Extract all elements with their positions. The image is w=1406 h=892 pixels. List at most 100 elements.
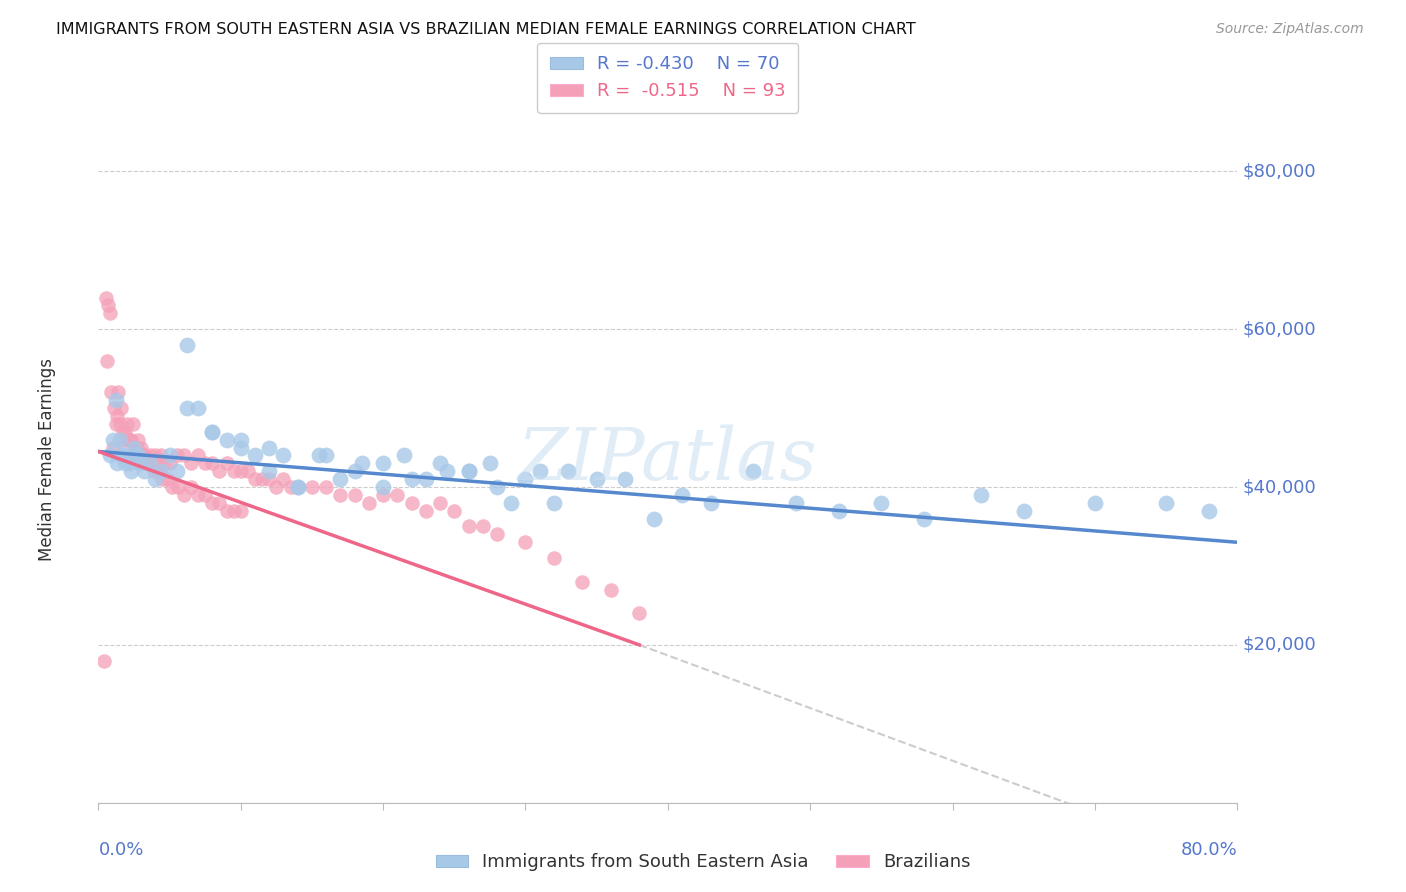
Point [98,449,121,463]
Point [112,449,135,463]
Point [108,417,131,431]
Point [98,306,121,320]
Point [103,401,125,415]
Point [222,464,245,478]
Point [132,449,155,463]
Point [194,456,217,470]
Point [215,504,238,518]
Point [436,464,458,478]
Point [139,456,162,470]
Point [287,480,309,494]
Point [180,480,202,494]
Point [215,456,238,470]
Point [401,496,423,510]
Point [142,464,165,478]
Point [141,456,163,470]
Point [94,291,117,305]
Point [970,488,993,502]
Point [120,464,142,478]
Point [742,464,765,478]
Point [373,480,395,494]
Point [201,425,224,439]
Point [671,488,693,502]
Point [315,480,337,494]
Point [115,417,138,431]
Point [127,433,149,447]
Point [159,456,181,470]
Legend: R = -0.430    N = 70, R =  -0.515    N = 93: R = -0.430 N = 70, R = -0.515 N = 93 [537,43,799,113]
Point [828,504,851,518]
Point [201,456,224,470]
Point [153,456,176,470]
Point [229,433,252,447]
Point [457,464,479,478]
Text: IMMIGRANTS FROM SOUTH EASTERN ASIA VS BRAZILIAN MEDIAN FEMALE EARNINGS CORRELATI: IMMIGRANTS FROM SOUTH EASTERN ASIA VS BR… [56,22,915,37]
Point [104,417,127,431]
Point [108,433,131,447]
Point [173,488,195,502]
Text: $60,000: $60,000 [1243,320,1316,338]
Point [97,298,120,312]
Point [132,464,155,478]
Point [259,472,281,486]
Point [236,464,259,478]
Point [162,480,184,494]
Point [229,504,252,518]
Point [111,425,134,439]
Point [643,511,665,525]
Point [373,488,395,502]
Point [101,433,124,447]
Point [301,480,323,494]
Text: $80,000: $80,000 [1243,162,1316,180]
Point [105,409,128,423]
Point [159,449,181,463]
Point [138,449,160,463]
Point [176,401,198,415]
Point [146,464,169,478]
Point [343,464,366,478]
Point [571,574,593,589]
Point [122,441,145,455]
Point [329,472,352,486]
Point [457,464,479,478]
Point [101,441,124,455]
Point [1154,496,1177,510]
Point [429,456,451,470]
Point [1084,496,1107,510]
Point [343,488,366,502]
Point [308,449,330,463]
Point [118,456,141,470]
Point [350,456,373,470]
Point [222,504,245,518]
Point [387,488,409,502]
Point [135,456,157,470]
Point [156,472,179,486]
Point [912,511,935,525]
Point [471,519,494,533]
Point [259,464,281,478]
Point [329,488,352,502]
Point [112,433,135,447]
Point [373,456,395,470]
Point [280,480,302,494]
Point [394,449,416,463]
Point [138,456,160,470]
Point [208,464,231,478]
Point [243,472,266,486]
Point [127,449,149,463]
Point [148,456,170,470]
Point [128,456,150,470]
Point [287,480,309,494]
Point [131,449,153,463]
Point [208,496,231,510]
Point [166,464,188,478]
Text: Median Female Earnings: Median Female Earnings [38,358,56,561]
Point [110,401,132,415]
Point [273,472,295,486]
Point [129,441,152,455]
Point [194,488,217,502]
Text: 80.0%: 80.0% [1181,840,1237,859]
Point [870,496,893,510]
Text: $20,000: $20,000 [1243,636,1317,654]
Point [699,496,721,510]
